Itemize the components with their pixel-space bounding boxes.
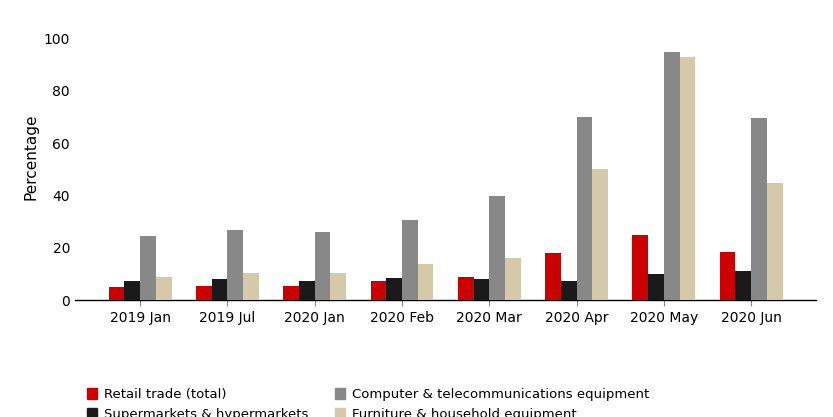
- Bar: [648, 274, 664, 300]
- Bar: [632, 235, 648, 300]
- Bar: [767, 183, 783, 300]
- Bar: [243, 273, 259, 300]
- Bar: [212, 279, 227, 300]
- Bar: [489, 196, 505, 300]
- Bar: [736, 271, 751, 300]
- Bar: [474, 279, 489, 300]
- Bar: [283, 286, 299, 300]
- Bar: [227, 230, 243, 300]
- Y-axis label: Percentage: Percentage: [23, 113, 38, 200]
- Bar: [124, 281, 140, 300]
- Bar: [458, 277, 474, 300]
- Bar: [140, 236, 156, 300]
- Bar: [417, 264, 433, 300]
- Bar: [108, 287, 124, 300]
- Bar: [592, 169, 608, 300]
- Bar: [680, 57, 696, 300]
- Bar: [751, 118, 767, 300]
- Bar: [387, 278, 402, 300]
- Bar: [576, 117, 592, 300]
- Bar: [299, 281, 315, 300]
- Bar: [664, 52, 680, 300]
- Bar: [720, 252, 736, 300]
- Bar: [402, 221, 417, 300]
- Bar: [315, 232, 331, 300]
- Bar: [331, 273, 347, 300]
- Bar: [371, 281, 387, 300]
- Bar: [561, 281, 576, 300]
- Bar: [156, 277, 172, 300]
- Bar: [196, 286, 212, 300]
- Bar: [545, 253, 561, 300]
- Legend: Retail trade (total), Supermarkets & hypermarkets, Computer & telecommunications: Retail trade (total), Supermarkets & hyp…: [82, 383, 655, 417]
- Bar: [505, 259, 521, 300]
